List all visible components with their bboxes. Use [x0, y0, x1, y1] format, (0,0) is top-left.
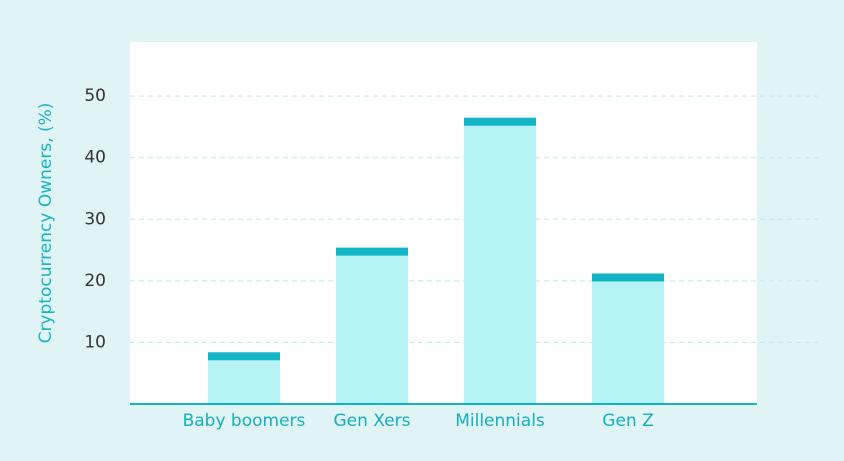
x-tick-label: Gen Z	[602, 411, 653, 431]
x-tick-label: Baby boomers	[183, 411, 306, 431]
y-tick-label: 30	[84, 209, 106, 229]
y-tick-label: 10	[84, 332, 106, 352]
x-tick-label: Millennials	[455, 411, 545, 431]
bar-cap	[464, 117, 536, 126]
y-tick-label: 50	[84, 86, 106, 106]
bar	[592, 273, 664, 404]
x-tick-label: Gen Xers	[334, 411, 411, 431]
bar	[336, 247, 408, 404]
bar	[464, 117, 536, 404]
bar-cap	[208, 352, 280, 361]
y-tick-label: 20	[84, 271, 106, 291]
bar-cap	[336, 247, 408, 256]
y-tick-label: 40	[84, 148, 106, 168]
bar-cap	[592, 273, 664, 282]
bar	[208, 352, 280, 404]
y-axis-label: Cryptocurrency Owners, (%)	[36, 103, 56, 344]
